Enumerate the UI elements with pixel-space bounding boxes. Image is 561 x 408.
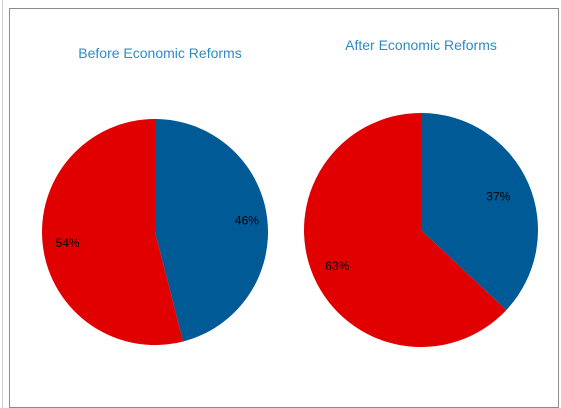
left-edge-line — [2, 0, 3, 408]
slice-54-percent — [41, 119, 184, 345]
slice-63-percent — [304, 113, 507, 347]
slice-label: 37% — [486, 190, 510, 204]
slice-46-percent — [155, 119, 268, 342]
pie-after: 37% 63% — [304, 113, 539, 347]
chart-title-after: After Economic Reforms — [345, 37, 497, 53]
chart-title-before: Before Economic Reforms — [78, 45, 241, 61]
slice-label: 63% — [325, 259, 349, 273]
slice-label: 46% — [235, 213, 259, 227]
slice-label: 54% — [56, 236, 80, 250]
pie-before: 46% 54% — [41, 119, 268, 345]
slice-37-percent — [421, 113, 539, 311]
